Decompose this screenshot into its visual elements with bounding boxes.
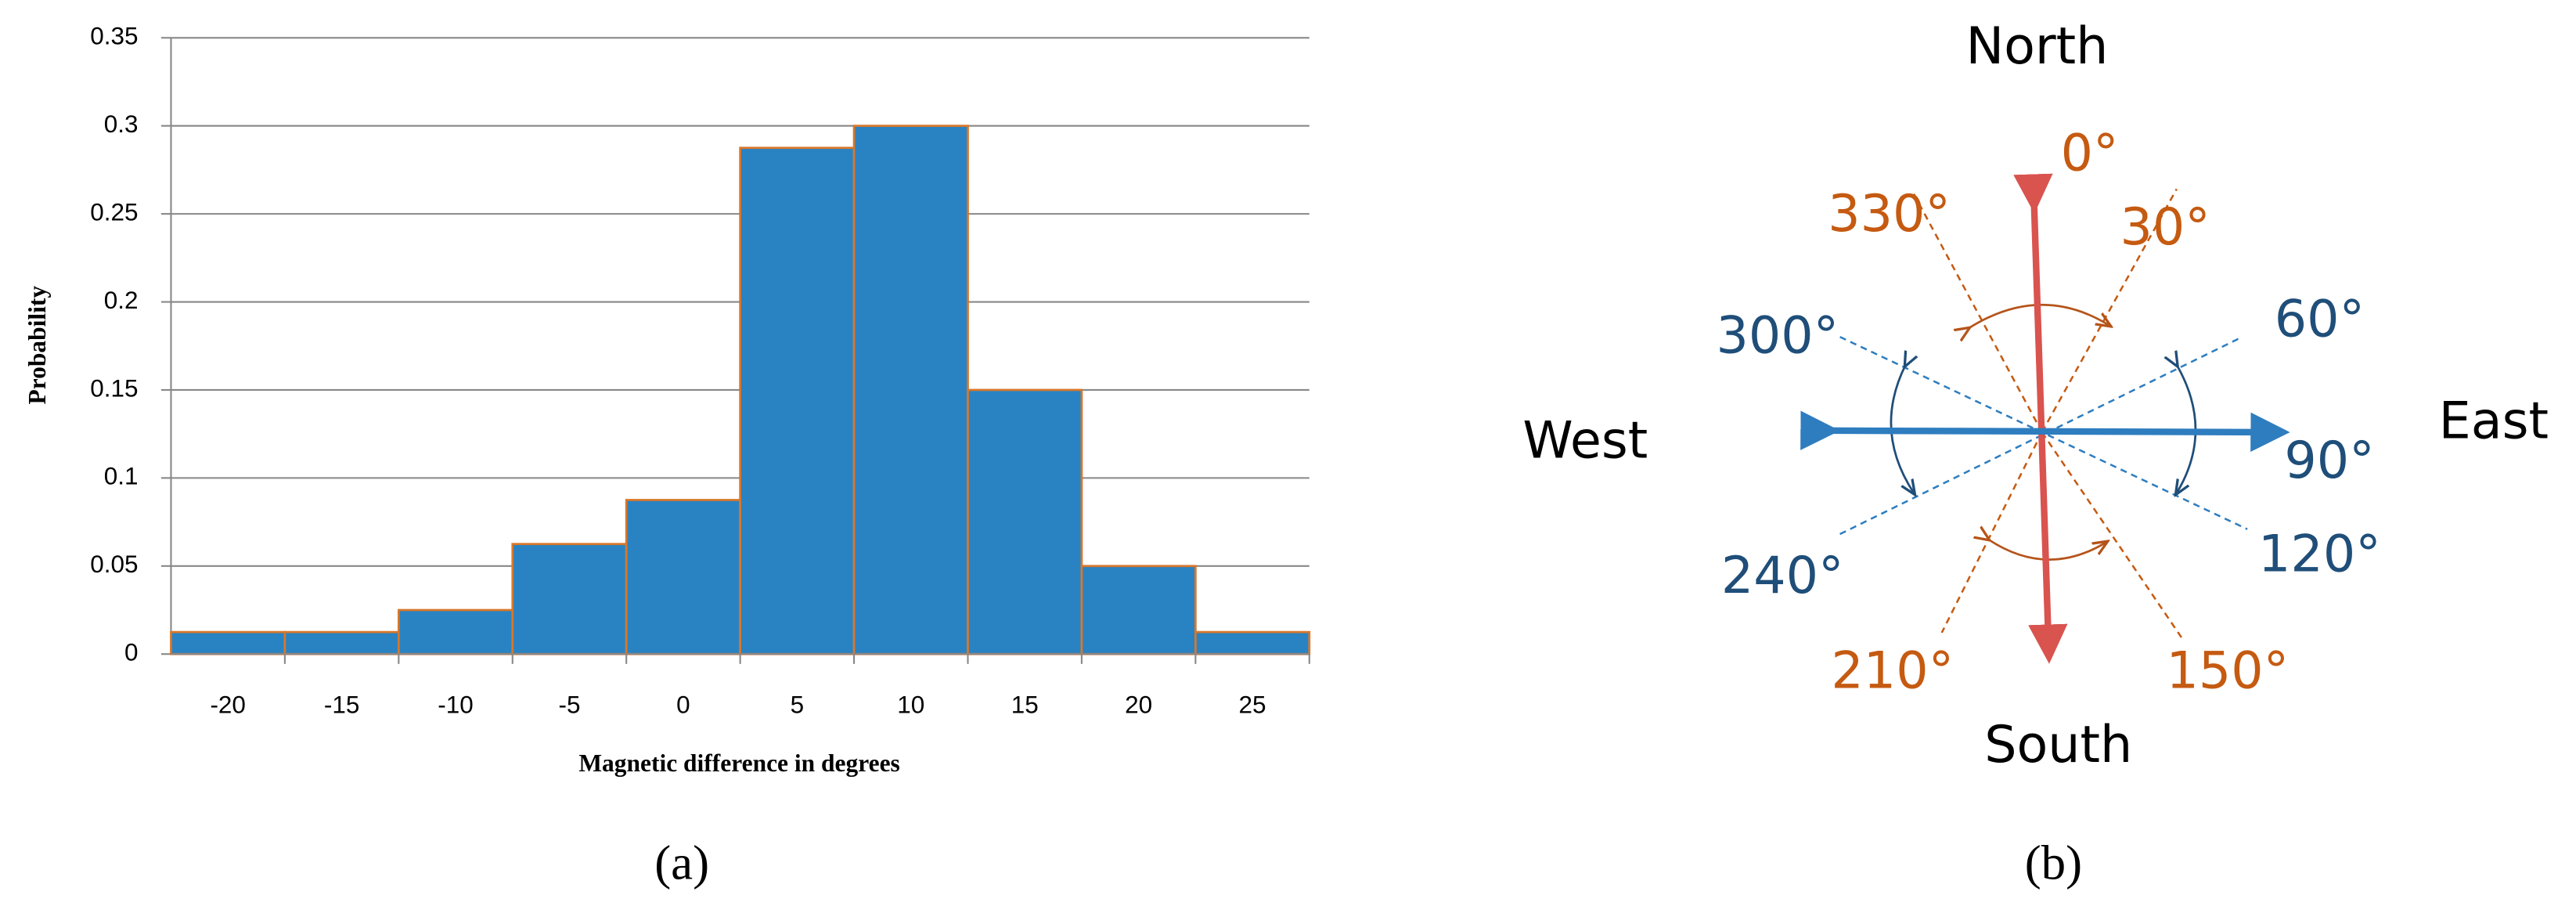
caption: (a) xyxy=(654,835,709,890)
x-axis-label: Magnetic difference in degrees xyxy=(578,749,899,777)
angle-label: 30° xyxy=(2120,198,2210,257)
y-tick-label: 0.1 xyxy=(104,463,139,490)
y-tick-label: 0.2 xyxy=(104,287,139,314)
y-tick-label: 0.05 xyxy=(90,551,138,578)
x-tick-label: -5 xyxy=(558,691,580,719)
y-tick-label: 0.3 xyxy=(104,110,139,138)
x-tick-label: -10 xyxy=(438,691,473,719)
direction-label: West xyxy=(1522,412,1648,471)
x-tick-label: 25 xyxy=(1239,691,1266,719)
bar xyxy=(739,146,856,655)
x-tick-label: 10 xyxy=(897,691,924,719)
x-tick-label: -15 xyxy=(324,691,359,719)
compass xyxy=(1800,173,2290,664)
bar xyxy=(283,630,400,655)
direction-label: South xyxy=(1984,716,2132,774)
angle-label: 120° xyxy=(2258,525,2381,583)
angle-label: 0° xyxy=(2061,124,2119,182)
angle-label: 90° xyxy=(2284,431,2374,490)
caption: (b) xyxy=(2025,835,2082,890)
y-tick-label: 0 xyxy=(124,639,139,666)
bar xyxy=(625,499,741,655)
bar xyxy=(1080,565,1197,655)
x-tick-label: 15 xyxy=(1011,691,1039,719)
x-tick-label: 5 xyxy=(791,691,805,719)
angle-label: 330° xyxy=(1828,185,1951,244)
x-tick-label: 0 xyxy=(676,691,690,719)
x-tick-label: -20 xyxy=(210,691,245,719)
bar xyxy=(170,630,286,655)
angle-label: 150° xyxy=(2167,641,2290,700)
angle-label: 300° xyxy=(1717,306,1839,365)
y-tick-label: 0.25 xyxy=(90,198,138,226)
direction-label: East xyxy=(2439,392,2549,450)
bar xyxy=(967,388,1083,655)
x-tick-label: 20 xyxy=(1125,691,1152,719)
angle-label: 240° xyxy=(1721,547,1844,605)
angle-label: 210° xyxy=(1831,641,1954,700)
bar xyxy=(397,608,514,655)
bar xyxy=(852,125,969,655)
direction-label: North xyxy=(1965,17,2108,76)
y-tick-label: 0.35 xyxy=(90,23,138,50)
y-tick-label: 0.15 xyxy=(90,374,138,402)
bar xyxy=(1194,630,1311,655)
y-axis-label: Probability xyxy=(23,286,51,405)
bar xyxy=(511,543,628,655)
angle-label: 60° xyxy=(2275,290,2365,348)
